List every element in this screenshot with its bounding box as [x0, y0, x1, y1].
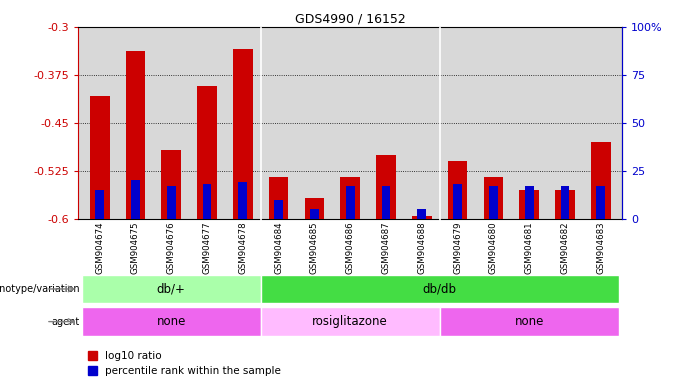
Text: GSM904677: GSM904677: [203, 221, 211, 274]
Bar: [233, 49, 253, 219]
Bar: [555, 190, 575, 219]
Text: GSM904676: GSM904676: [167, 221, 175, 274]
Bar: [381, 186, 390, 219]
Bar: [239, 182, 248, 219]
Bar: [161, 151, 181, 219]
Bar: [591, 142, 611, 219]
Bar: [341, 177, 360, 219]
Text: rosiglitazone: rosiglitazone: [312, 315, 388, 328]
Bar: [305, 199, 324, 219]
Bar: [260, 275, 619, 303]
Bar: [520, 190, 539, 219]
Bar: [274, 200, 283, 219]
Text: GSM904679: GSM904679: [453, 221, 462, 274]
Text: GSM904686: GSM904686: [345, 221, 355, 274]
Text: GSM904683: GSM904683: [596, 221, 605, 274]
Bar: [197, 86, 217, 219]
Bar: [483, 177, 503, 219]
Bar: [489, 186, 498, 219]
Text: GSM904682: GSM904682: [560, 221, 569, 274]
Bar: [82, 307, 260, 336]
Bar: [596, 186, 605, 219]
Text: GSM904678: GSM904678: [238, 221, 248, 274]
Legend: log10 ratio, percentile rank within the sample: log10 ratio, percentile rank within the …: [84, 347, 286, 381]
Bar: [82, 275, 260, 303]
Text: agent: agent: [52, 316, 80, 327]
Bar: [131, 180, 140, 219]
Text: db/+: db/+: [157, 283, 186, 295]
Text: GSM904687: GSM904687: [381, 221, 390, 274]
Text: none: none: [156, 315, 186, 328]
Bar: [310, 209, 319, 219]
Text: GSM904680: GSM904680: [489, 221, 498, 274]
Bar: [167, 186, 175, 219]
Bar: [418, 209, 426, 219]
Text: GSM904674: GSM904674: [95, 221, 104, 274]
Bar: [560, 186, 569, 219]
Bar: [95, 190, 104, 219]
Bar: [525, 186, 534, 219]
Bar: [440, 307, 619, 336]
Bar: [412, 216, 432, 219]
Bar: [345, 186, 355, 219]
Text: none: none: [515, 315, 544, 328]
Bar: [260, 307, 440, 336]
Text: GSM904681: GSM904681: [525, 221, 534, 274]
Text: GSM904688: GSM904688: [418, 221, 426, 274]
Bar: [376, 155, 396, 219]
Bar: [203, 184, 211, 219]
Bar: [126, 51, 146, 219]
Text: GSM904685: GSM904685: [310, 221, 319, 274]
Bar: [447, 161, 467, 219]
Bar: [453, 184, 462, 219]
Text: genotype/variation: genotype/variation: [0, 284, 80, 294]
Bar: [269, 177, 288, 219]
Text: GSM904684: GSM904684: [274, 221, 283, 274]
Bar: [90, 96, 109, 219]
Text: db/db: db/db: [423, 283, 457, 295]
Title: GDS4990 / 16152: GDS4990 / 16152: [295, 13, 405, 26]
Text: GSM904675: GSM904675: [131, 221, 140, 274]
